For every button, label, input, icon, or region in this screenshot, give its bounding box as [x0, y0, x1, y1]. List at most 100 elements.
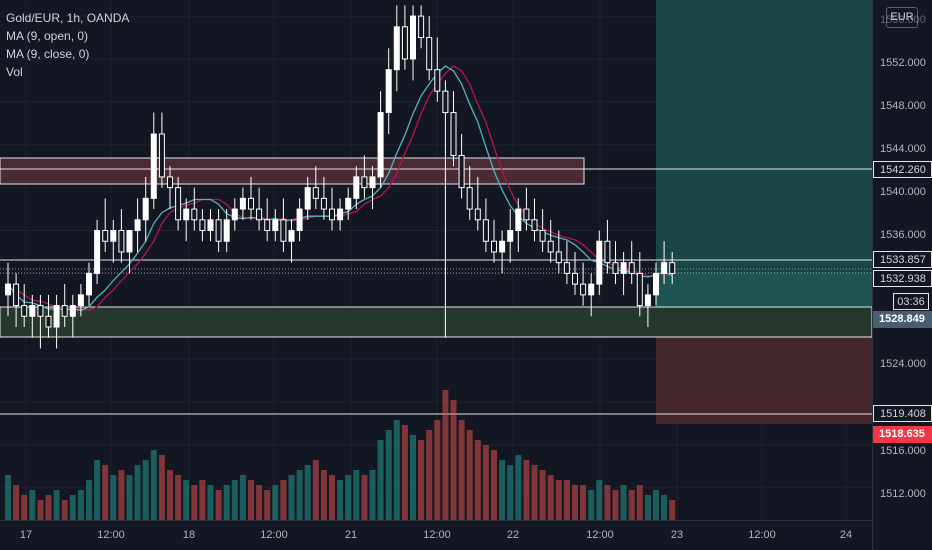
- volume-bar: [620, 485, 627, 520]
- candle: [126, 230, 133, 274]
- candle: [110, 219, 117, 263]
- volume-bar: [126, 475, 133, 520]
- time-tick: 22: [506, 529, 520, 541]
- volume-bar: [628, 490, 635, 520]
- candle-body: [239, 197, 246, 210]
- price-tick-partial: 1556.000: [880, 14, 926, 26]
- candle-body: [256, 208, 263, 221]
- time-tick: 23: [670, 529, 684, 541]
- volume-bar: [531, 465, 538, 520]
- candle: [280, 198, 287, 252]
- candle: [401, 5, 408, 70]
- candle: [215, 209, 222, 252]
- volume-bar: [183, 480, 190, 520]
- volume-bar: [401, 425, 408, 520]
- candle-body: [418, 15, 425, 39]
- legend-symbol[interactable]: Gold/EUR, 1h, OANDA: [6, 11, 130, 25]
- volume-bar: [94, 460, 101, 520]
- candle-body: [491, 240, 497, 253]
- candle-body: [337, 208, 344, 221]
- candle: [102, 198, 109, 252]
- volume-bar: [410, 435, 416, 520]
- candle: [256, 187, 263, 231]
- time-tick: 18: [182, 529, 196, 541]
- price-tick: 1536.000: [880, 229, 926, 241]
- candle: [612, 241, 619, 285]
- volume-bar: [499, 460, 506, 520]
- candle-body: [466, 187, 473, 210]
- level-mid-price-label[interactable]: 1532.938: [873, 270, 932, 287]
- candle: [13, 273, 20, 328]
- candle-body: [539, 230, 546, 242]
- candle-body: [37, 305, 44, 317]
- legend-volume[interactable]: Vol: [6, 65, 23, 79]
- candle: [515, 198, 522, 252]
- volume-bar: [507, 465, 514, 520]
- volume-bar: [563, 480, 570, 520]
- time-tick: 17: [19, 529, 33, 541]
- candle-body: [401, 26, 408, 60]
- volume-bar: [458, 420, 465, 520]
- candle-body: [653, 272, 659, 296]
- candle-body: [150, 133, 157, 199]
- resistance-zone: [0, 157, 585, 185]
- candle-body: [547, 240, 554, 253]
- volume-bar: [418, 440, 425, 520]
- candle: [353, 166, 360, 210]
- volume-bar: [353, 470, 360, 520]
- price-tick: 1516.000: [880, 445, 926, 457]
- currency-badge[interactable]: EUR: [886, 7, 918, 28]
- volume-bar: [272, 485, 279, 520]
- volume-bar: [644, 495, 651, 520]
- candle: [450, 91, 457, 167]
- candle: [207, 209, 214, 242]
- volume-bar: [118, 470, 125, 520]
- volume-bar: [256, 485, 263, 520]
- candle: [272, 209, 279, 242]
- candle: [661, 241, 668, 285]
- volume-bar: [150, 450, 157, 520]
- volume-bar: [296, 470, 303, 520]
- candle: [304, 176, 311, 220]
- legend-ma-open[interactable]: MA (9, open, 0): [6, 29, 89, 43]
- bar-countdown-label: 03:36: [893, 293, 929, 310]
- volume-bar: [369, 470, 376, 520]
- candle-body: [248, 197, 254, 210]
- candle-body: [361, 176, 368, 189]
- current-price-label[interactable]: 1528.849: [873, 311, 932, 328]
- level-high-price-label[interactable]: 1533.857: [873, 251, 932, 268]
- volume-bar: [377, 440, 384, 520]
- candlesticks: [5, 5, 676, 349]
- candle: [604, 219, 611, 274]
- time-tick: 12:00: [260, 529, 288, 541]
- volume-bar: [523, 460, 530, 520]
- candle-body: [312, 187, 319, 199]
- candle: [61, 284, 68, 328]
- support-low-price-label[interactable]: 1519.408: [873, 405, 932, 422]
- candle: [86, 262, 92, 306]
- volume-bar: [588, 490, 595, 520]
- candle-body: [434, 69, 441, 92]
- candle-body: [377, 112, 384, 178]
- candle-body: [588, 283, 595, 296]
- volume-bar: [312, 460, 319, 520]
- volume-bar: [199, 480, 206, 520]
- candle-body: [515, 208, 522, 232]
- candle-body: [126, 230, 133, 253]
- candle-body: [620, 262, 627, 274]
- volume-bar: [142, 460, 149, 520]
- volume-bar: [515, 455, 522, 520]
- time-tick: 21: [344, 529, 358, 541]
- candle: [191, 187, 198, 231]
- candle-body: [499, 240, 506, 253]
- resistance-price-label[interactable]: 1542.260: [873, 161, 932, 178]
- candle-body: [142, 197, 149, 221]
- candle-body: [167, 176, 173, 189]
- legend-ma-close[interactable]: MA (9, close, 0): [6, 47, 90, 61]
- volume-bar: [580, 485, 587, 520]
- stop-price-label[interactable]: 1518.635: [873, 426, 932, 443]
- candle-body: [669, 262, 676, 274]
- volume-bar: [320, 470, 327, 520]
- volume-bar: [29, 490, 36, 520]
